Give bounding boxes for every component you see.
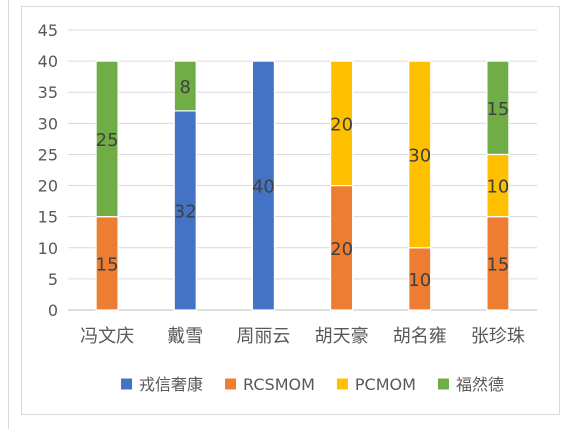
data-label: 15 bbox=[96, 254, 119, 275]
y-tick-label: 25 bbox=[38, 145, 58, 164]
legend-swatch bbox=[121, 378, 133, 390]
data-label: 32 bbox=[174, 201, 197, 222]
y-tick-label: 45 bbox=[38, 21, 58, 40]
y-tick-label: 35 bbox=[38, 83, 58, 102]
category-label: 胡天豪 bbox=[315, 326, 369, 347]
y-tick-label: 40 bbox=[38, 52, 58, 71]
bar-segment bbox=[95, 60, 119, 218]
legend-item: 戎信奢康 bbox=[121, 375, 203, 394]
bar-segment bbox=[486, 60, 510, 156]
bar-segment bbox=[408, 60, 432, 249]
legend-swatch bbox=[225, 378, 237, 390]
legend-label: PCMOM bbox=[355, 375, 416, 394]
adjacent-panel-edge bbox=[0, 0, 9, 429]
category-label: 胡名雍 bbox=[393, 326, 447, 347]
bar-segment bbox=[251, 60, 276, 311]
y-axis-ticks: 0 5 10 15 20 25 30 35 40 45 bbox=[38, 21, 58, 320]
data-label: 15 bbox=[486, 254, 509, 275]
legend-label: RCSMOM bbox=[243, 375, 315, 394]
data-label: 20 bbox=[330, 239, 353, 260]
legend: 戎信奢康 RCSMOM PCMOM 福然德 bbox=[121, 375, 504, 394]
legend-swatch bbox=[437, 378, 449, 390]
y-tick-label: 10 bbox=[38, 239, 58, 258]
legend-item: 福然德 bbox=[437, 375, 504, 394]
category-label: 冯文庆 bbox=[80, 326, 134, 347]
y-tick-label: 5 bbox=[48, 270, 58, 289]
y-tick-label: 0 bbox=[48, 301, 58, 320]
data-label: 10 bbox=[408, 270, 431, 291]
data-label: 10 bbox=[486, 177, 509, 198]
gridlines bbox=[68, 29, 537, 311]
y-tick-label: 30 bbox=[38, 114, 58, 133]
bar-segment bbox=[329, 60, 354, 187]
category-label: 周丽云 bbox=[236, 326, 290, 347]
legend-label: 戎信奢康 bbox=[139, 375, 203, 394]
bar-segment bbox=[173, 60, 197, 112]
category-label: 张珍珠 bbox=[471, 326, 525, 347]
data-label: 20 bbox=[330, 114, 353, 135]
legend-item: RCSMOM bbox=[225, 375, 315, 394]
legend-swatch bbox=[336, 378, 348, 390]
y-tick-label: 20 bbox=[38, 177, 58, 196]
data-labels: 15 25 32 8 40 20 20 10 30 15 10 15 bbox=[96, 77, 510, 291]
data-label: 25 bbox=[96, 130, 119, 151]
y-tick-label: 15 bbox=[38, 208, 58, 227]
bars bbox=[95, 60, 510, 311]
data-label: 40 bbox=[252, 177, 275, 198]
data-label: 8 bbox=[180, 77, 191, 98]
legend-label: 福然德 bbox=[456, 375, 504, 394]
legend-item: PCMOM bbox=[336, 375, 416, 394]
data-label: 30 bbox=[408, 145, 431, 166]
category-label: 戴雪 bbox=[167, 326, 203, 347]
data-label: 15 bbox=[486, 99, 509, 120]
x-axis-categories: 冯文庆 戴雪 周丽云 胡天豪 胡名雍 张珍珠 bbox=[80, 326, 525, 347]
